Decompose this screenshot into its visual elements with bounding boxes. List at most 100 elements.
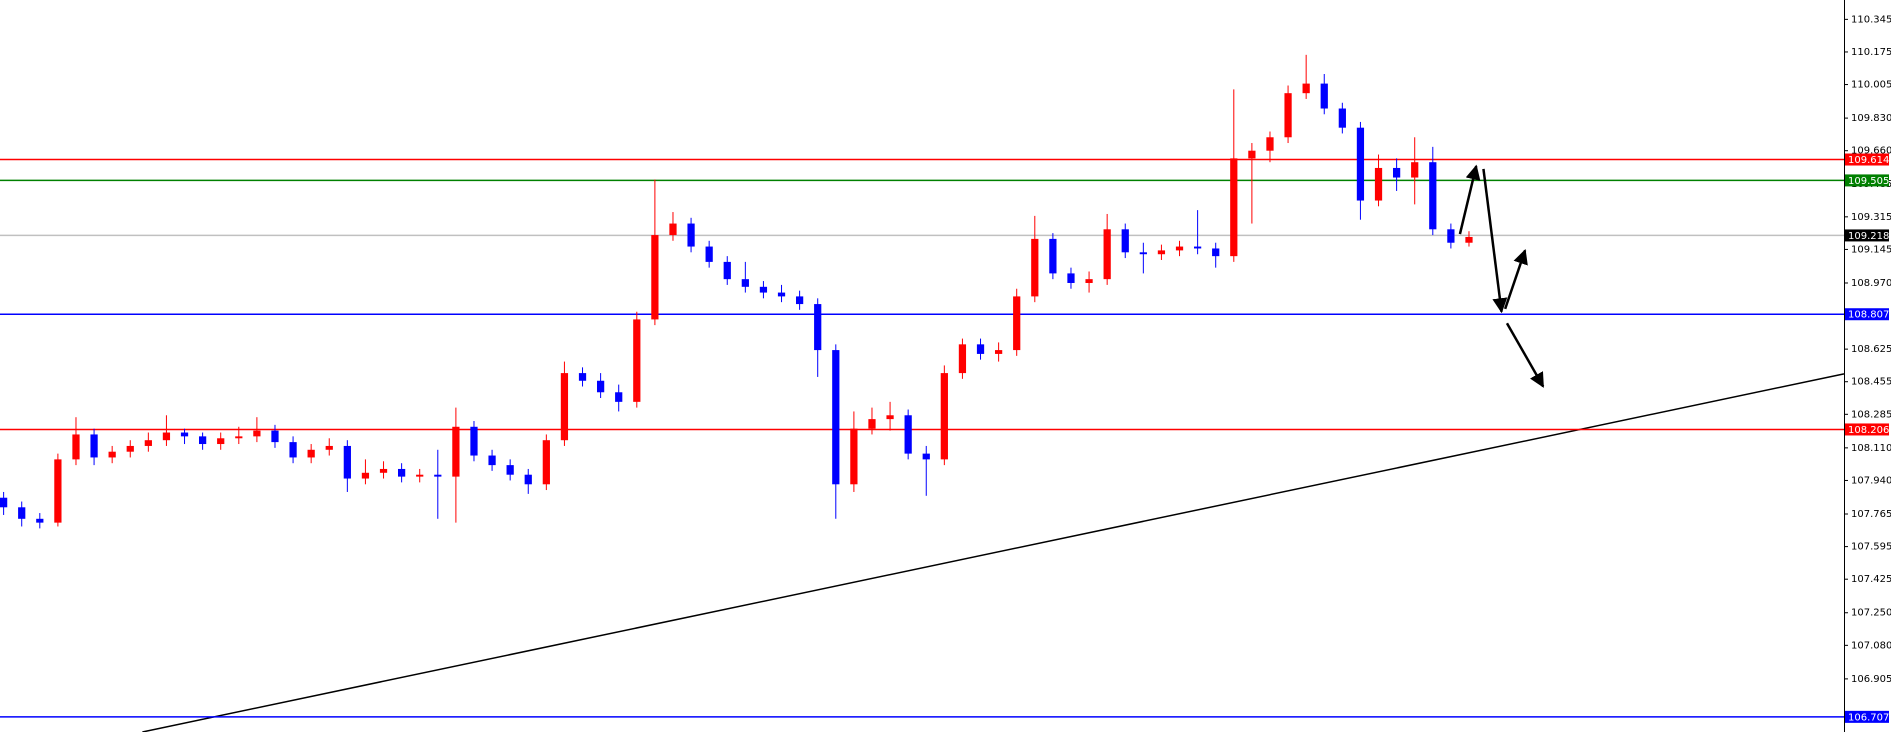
candle-body (1411, 162, 1419, 178)
candle-body (922, 453, 930, 460)
candle-body (1230, 158, 1238, 257)
arrow (1505, 322, 1545, 388)
candle-body (1338, 108, 1346, 128)
candle-body (850, 428, 858, 485)
trendline (142, 373, 1845, 732)
y-tick-label: 107.425 (1851, 574, 1891, 585)
candle-body (1139, 252, 1147, 255)
candle-body (904, 415, 912, 454)
candle-body (1175, 246, 1184, 251)
candle-body (289, 442, 297, 458)
candle-body (994, 350, 1003, 354)
candle-body (741, 279, 749, 287)
candle-body (72, 434, 80, 460)
candle-body (578, 373, 587, 381)
y-tick-label: 109.315 (1851, 212, 1891, 223)
candle-body (1067, 273, 1075, 283)
y-tick-label: 107.765 (1851, 509, 1891, 520)
level-label: 109.614 (1848, 155, 1889, 166)
candle-body (705, 246, 713, 262)
arrow (1458, 164, 1481, 235)
level-label: 109.505 (1848, 176, 1889, 187)
candle-body (325, 445, 333, 450)
candle-body (615, 392, 623, 402)
candle-body (524, 474, 532, 485)
candle-body (1031, 238, 1039, 297)
candle-body (307, 449, 315, 458)
y-tick-label: 108.285 (1851, 409, 1891, 420)
candle-body (506, 465, 514, 475)
level-label-box (1845, 229, 1889, 242)
y-tick-label: 108.110 (1851, 443, 1891, 454)
candle-body (198, 436, 207, 445)
candle-body (1302, 83, 1310, 94)
candle-body (1193, 246, 1202, 249)
candle-body (54, 459, 62, 523)
candle-body (814, 304, 822, 351)
arrow (1503, 248, 1528, 310)
candle-body (90, 434, 98, 458)
candle-body (1248, 150, 1256, 159)
candle-body (1392, 167, 1401, 178)
y-tick-label: 107.080 (1851, 640, 1891, 651)
candle-body (108, 451, 116, 458)
candle-body (1447, 229, 1455, 243)
candle-body (596, 380, 605, 393)
candle-body (560, 373, 569, 441)
y-tick-label: 107.250 (1851, 608, 1891, 619)
candle-body (18, 507, 26, 519)
y-tick-label: 109.830 (1851, 113, 1891, 124)
y-tick-label: 110.175 (1851, 47, 1891, 58)
arrow (1482, 168, 1508, 314)
candle-body (1356, 127, 1365, 201)
level-label: 109.218 (1848, 231, 1889, 242)
candle-body (1121, 229, 1129, 253)
candle-body (144, 440, 152, 446)
candle-body (687, 223, 695, 247)
level-label: 108.206 (1848, 425, 1889, 436)
candle-body (1465, 236, 1473, 243)
candle-body (777, 292, 786, 297)
candle-body (1049, 238, 1057, 274)
candle-body (1429, 162, 1437, 230)
candle-body (651, 235, 659, 320)
candle-body (271, 430, 279, 443)
candle-body (976, 344, 985, 354)
candle-body (1320, 83, 1328, 109)
candle-body (1266, 137, 1274, 151)
candle-body (669, 223, 677, 236)
candle-body (795, 296, 804, 305)
level-label-box (1845, 710, 1889, 723)
candle-body (633, 319, 641, 402)
level-label: 106.707 (1848, 712, 1889, 723)
candle-body (343, 445, 351, 479)
candle-body (1103, 229, 1111, 280)
candle-body (162, 432, 171, 441)
level-label-box (1845, 174, 1889, 187)
y-tick-label: 106.905 (1851, 674, 1891, 685)
y-tick-label: 108.625 (1851, 344, 1891, 355)
level-label: 108.807 (1848, 310, 1889, 321)
candle-body (253, 430, 261, 437)
candle-body (488, 455, 496, 466)
y-tick-label: 110.345 (1851, 14, 1891, 25)
candle-body (1374, 167, 1383, 201)
candle-body (361, 472, 370, 479)
y-tick-label: 109.660 (1851, 146, 1891, 157)
y-tick-label: 109.145 (1851, 244, 1891, 255)
level-label-box (1845, 153, 1889, 166)
candle-body (452, 426, 460, 477)
y-tick-label: 110.005 (1851, 80, 1891, 91)
candle-body (235, 436, 243, 439)
candle-body (958, 344, 967, 374)
candle-body (1284, 93, 1292, 138)
candle-body (1212, 248, 1220, 257)
y-tick-label: 108.970 (1851, 278, 1891, 289)
candle-body (940, 373, 948, 460)
candle-body (542, 440, 550, 485)
candle-body (180, 432, 189, 437)
candle-body (1157, 250, 1166, 255)
candle-body (397, 468, 406, 477)
